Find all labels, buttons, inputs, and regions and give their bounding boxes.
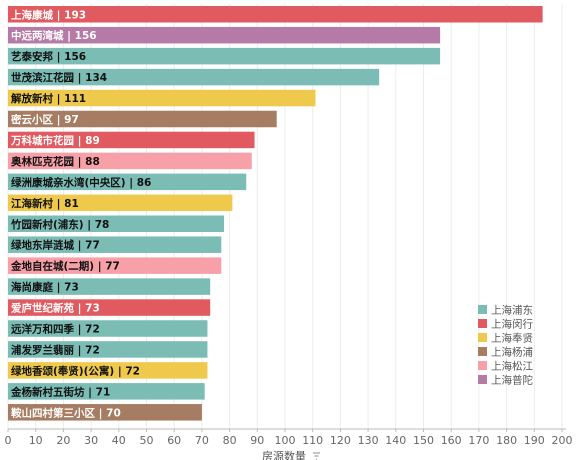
bar-label: 绿洲康城亲水湾(中央区) | 86: [11, 176, 151, 189]
bar-labels: 上海康城 | 193 中远两湾城 | 156 艺泰安邦 | 156 世茂滨江花园 | …: [10, 8, 151, 419]
x-axis-ticks: 0 10 20 30 40 50 60 70 80 90 100 110 120 130 140 150 160…: [5, 429, 573, 447]
tick-label: 70: [195, 434, 209, 447]
legend-swatch: [478, 361, 487, 370]
legend-swatch: [478, 319, 487, 328]
bar-label: 奥林匹克花园 | 88: [11, 155, 100, 168]
tick-label: 200: [552, 434, 573, 447]
bar: [8, 47, 441, 65]
bar: [8, 404, 202, 421]
tick-label: 20: [56, 434, 70, 447]
legend-swatch: [478, 375, 487, 384]
legend-label: 上海松江: [491, 360, 533, 373]
bar-label: 海尚康庭 | 73: [11, 281, 79, 294]
bar: [8, 362, 208, 379]
tick-label: 150: [413, 434, 434, 447]
bar: [8, 6, 543, 23]
tick-label: 100: [275, 434, 296, 447]
x-axis-title: 房源数量: [262, 449, 306, 460]
bar: [8, 257, 222, 274]
bar: [8, 278, 211, 295]
legend-swatch: [478, 305, 487, 314]
bar: [8, 131, 255, 149]
bar: [8, 26, 441, 44]
bar: [8, 383, 205, 400]
bar-label: 江海新村 | 81: [11, 197, 79, 210]
bar: [8, 299, 211, 316]
bar-label: 远洋万和四季 | 72: [11, 323, 100, 336]
bars: [8, 6, 543, 421]
bar-label: 世茂滨江花园 | 134: [11, 71, 107, 84]
bar-label: 绿地东岸涟城 | 77: [11, 239, 100, 252]
legend-label: 上海闵行: [491, 318, 533, 331]
legend-label: 上海浦东: [491, 304, 533, 317]
bar-label: 艺泰安邦 | 156: [11, 50, 86, 63]
bar: [8, 152, 252, 170]
bar-label: 金杨新村五街坊 | 71: [10, 385, 110, 398]
bar-label: 万科城市花园 | 89: [10, 134, 100, 147]
bar-label: 浦发罗兰翡丽 | 72: [11, 343, 100, 356]
legend-label: 上海奉贤: [491, 332, 533, 345]
bar: [8, 173, 247, 191]
tick-label: 160: [441, 434, 462, 447]
tick-label: 50: [140, 434, 154, 447]
bar: [8, 320, 208, 337]
legend-label: 上海普陀: [491, 374, 533, 387]
tick-label: 180: [496, 434, 517, 447]
filter-icon[interactable]: [313, 452, 320, 460]
bar-label: 上海康城 | 193: [11, 8, 86, 21]
bar-label: 中远两湾城 | 156: [11, 29, 97, 42]
tick-label: 60: [167, 434, 181, 447]
tick-label: 110: [302, 434, 323, 447]
legend-label: 上海杨浦: [491, 346, 533, 359]
tick-label: 90: [250, 434, 264, 447]
bar: [8, 89, 316, 107]
tick-label: 170: [468, 434, 489, 447]
tick-label: 0: [5, 434, 12, 447]
bar: [8, 110, 277, 128]
tick-label: 140: [385, 434, 406, 447]
bar: [8, 341, 208, 358]
bar-label: 竹园新村(浦东) | 78: [10, 218, 109, 231]
bar-label: 密云小区 | 97: [11, 113, 79, 126]
bar: [8, 68, 380, 86]
bar-label: 鞍山四村第三小区 | 70: [11, 406, 121, 419]
tick-label: 130: [358, 434, 379, 447]
tick-label: 190: [524, 434, 545, 447]
bar-label: 解放新村 | 111: [10, 92, 86, 105]
tick-label: 120: [330, 434, 351, 447]
tick-label: 40: [112, 434, 126, 447]
bar: [8, 236, 222, 253]
bar: [8, 194, 233, 212]
bar: [8, 215, 225, 232]
legend-swatch: [478, 333, 487, 342]
bar-label: 绿地香颂(奉贤)(公寓) | 72: [11, 364, 140, 377]
tick-label: 80: [223, 434, 237, 447]
bar-label: 爱庐世纪新苑 | 73: [11, 302, 100, 315]
tick-label: 10: [29, 434, 43, 447]
tick-label: 30: [84, 434, 98, 447]
bar-label: 金地自在城(二期) | 77: [10, 260, 120, 273]
legend-swatch: [478, 347, 487, 356]
